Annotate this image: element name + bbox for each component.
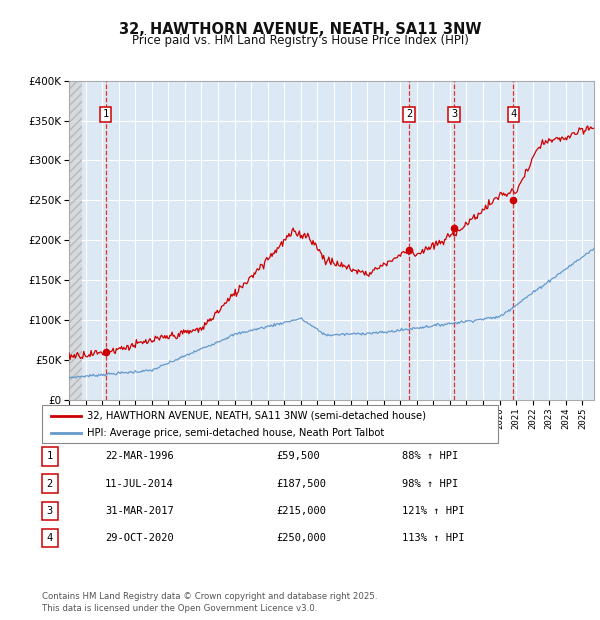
Text: £187,500: £187,500	[276, 479, 326, 489]
Text: 31-MAR-2017: 31-MAR-2017	[105, 506, 174, 516]
Text: This data is licensed under the Open Government Licence v3.0.: This data is licensed under the Open Gov…	[42, 603, 317, 613]
Text: 88% ↑ HPI: 88% ↑ HPI	[402, 451, 458, 461]
Text: 11-JUL-2014: 11-JUL-2014	[105, 479, 174, 489]
Text: 4: 4	[47, 533, 53, 543]
Text: 98% ↑ HPI: 98% ↑ HPI	[402, 479, 458, 489]
Text: 4: 4	[510, 109, 517, 119]
Bar	[69, 81, 82, 400]
Text: 3: 3	[451, 109, 457, 119]
Text: £59,500: £59,500	[276, 451, 320, 461]
Text: 113% ↑ HPI: 113% ↑ HPI	[402, 533, 464, 543]
Text: 29-OCT-2020: 29-OCT-2020	[105, 533, 174, 543]
Text: 22-MAR-1996: 22-MAR-1996	[105, 451, 174, 461]
Text: Price paid vs. HM Land Registry's House Price Index (HPI): Price paid vs. HM Land Registry's House …	[131, 34, 469, 47]
Text: 2: 2	[406, 109, 412, 119]
Text: 32, HAWTHORN AVENUE, NEATH, SA11 3NW: 32, HAWTHORN AVENUE, NEATH, SA11 3NW	[119, 22, 481, 37]
Text: Contains HM Land Registry data © Crown copyright and database right 2025.: Contains HM Land Registry data © Crown c…	[42, 592, 377, 601]
Text: 32, HAWTHORN AVENUE, NEATH, SA11 3NW (semi-detached house): 32, HAWTHORN AVENUE, NEATH, SA11 3NW (se…	[87, 410, 426, 420]
Text: 1: 1	[103, 109, 109, 119]
Text: £215,000: £215,000	[276, 506, 326, 516]
Text: 1: 1	[47, 451, 53, 461]
Text: 3: 3	[47, 506, 53, 516]
Text: £250,000: £250,000	[276, 533, 326, 543]
Text: HPI: Average price, semi-detached house, Neath Port Talbot: HPI: Average price, semi-detached house,…	[87, 428, 384, 438]
Text: 2: 2	[47, 479, 53, 489]
Text: 121% ↑ HPI: 121% ↑ HPI	[402, 506, 464, 516]
